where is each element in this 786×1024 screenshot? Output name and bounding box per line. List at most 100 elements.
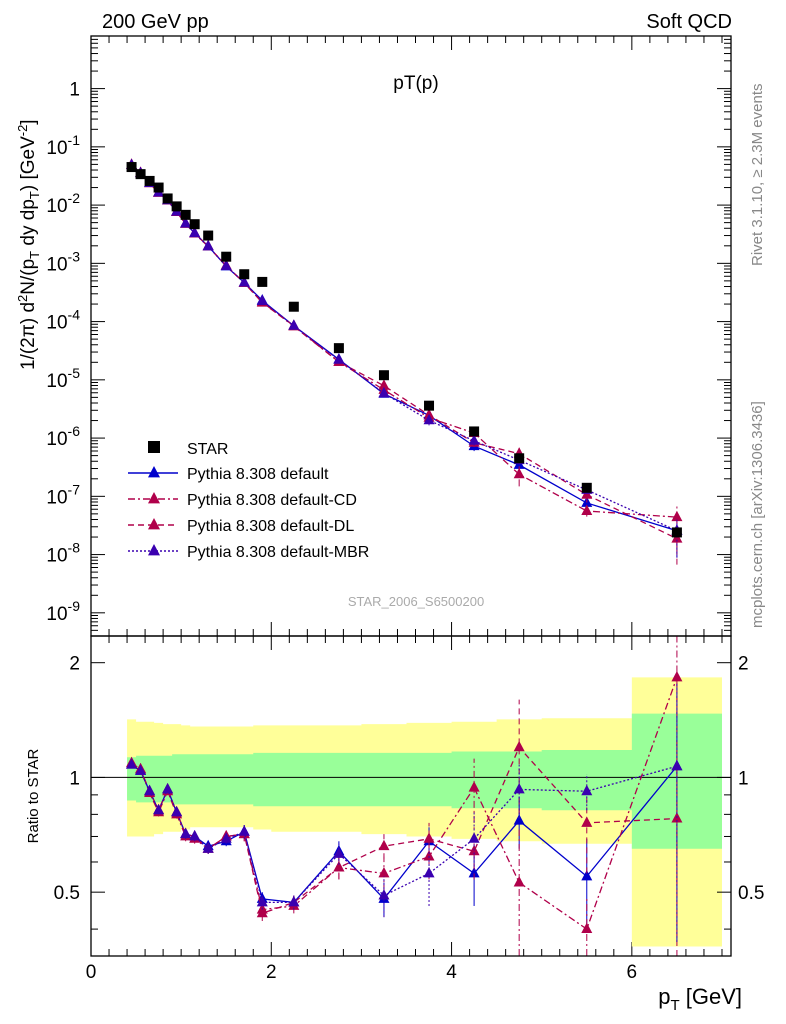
main-y-tick-label: 10-1 <box>46 132 80 159</box>
main-y-axis-label: 1/(2π) d2N/(pT dy dpT) [GeV-2] <box>15 119 42 370</box>
ratio-series-marker <box>423 832 435 843</box>
mcplots-label: mcplots.cern.ch [arXiv:1306.3436] <box>749 401 766 628</box>
ratio-series-marker <box>513 876 525 887</box>
ratio-series-marker <box>202 842 214 853</box>
ratio-series-marker <box>180 827 192 839</box>
ratio-series-marker <box>238 825 250 836</box>
ratio-series-marker <box>378 889 390 900</box>
main-y-tick-label: 10-8 <box>46 540 80 567</box>
main-series-marker <box>671 510 683 522</box>
main-series-marker <box>378 386 390 398</box>
x-tick-label: 6 <box>627 962 638 983</box>
main-y-tick-label: 10-7 <box>46 481 80 508</box>
star-data-marker <box>221 251 232 262</box>
ratio-series-marker <box>513 783 525 794</box>
ratio-series-marker <box>220 832 232 843</box>
ratio-y-tick-label-right: 1 <box>738 768 749 789</box>
ratio-frame <box>90 635 732 957</box>
main-y-tick-label: 10-9 <box>46 598 80 625</box>
star-data-marker <box>333 343 344 354</box>
main-series-marker <box>333 353 345 364</box>
main-series-marker <box>256 294 268 305</box>
legend-series-label: Pythia 8.308 default <box>187 466 329 483</box>
rivet-label: Rivet 3.1.10, ≥ 2.3M events <box>749 84 766 267</box>
main-series-line <box>131 164 677 518</box>
ratio-series-marker <box>256 895 268 907</box>
star-data-marker <box>144 175 155 186</box>
analysis-watermark: STAR_2006_S6500200 <box>348 594 484 609</box>
main-y-tick-label: 10-4 <box>46 307 80 334</box>
ratio-series-mbr <box>126 682 683 943</box>
star-data-marker <box>581 482 592 493</box>
ratio-series-marker <box>468 832 480 843</box>
main-series-marker <box>513 467 525 479</box>
x-tick-label: 4 <box>446 962 457 983</box>
ratio-series-marker <box>378 866 390 878</box>
star-data-marker <box>180 209 191 220</box>
star-data-marker <box>189 219 200 230</box>
ratio-y-tick-label-right: 2 <box>738 654 749 675</box>
ratio-series-marker <box>581 869 593 881</box>
ratio-series-marker <box>144 784 156 796</box>
ratio-series-marker <box>671 670 683 682</box>
star-data-marker <box>153 182 164 193</box>
star-data-marker <box>469 426 480 437</box>
star-data-marker <box>257 276 268 287</box>
main-series-marker <box>238 276 250 287</box>
ratio-y-axis-label: Ratio to STAR <box>25 748 42 843</box>
legend-marker <box>148 517 160 530</box>
ratio-series-marker <box>256 906 268 918</box>
ratio-series-marker <box>423 866 435 878</box>
ratio-series-marker <box>135 764 147 775</box>
legend-series-label: Pythia 8.308 default-CD <box>187 492 357 509</box>
star-data-marker <box>162 193 173 204</box>
main-series-marker <box>581 504 593 515</box>
star-data-marker <box>135 169 146 180</box>
ratio-series-marker <box>333 847 345 858</box>
star-data-marker <box>378 370 389 381</box>
ratio-series-marker <box>581 816 593 827</box>
star-data-marker <box>424 400 435 411</box>
main-series-marker <box>189 226 201 238</box>
x-axis-label: pT [GeV] <box>658 984 742 1014</box>
legend-series-label: Pythia 8.308 default-MBR <box>187 544 369 561</box>
ratio-series-marker <box>162 783 174 794</box>
star-data-marker <box>203 230 214 241</box>
main-series-marker <box>423 413 435 425</box>
main-y-tick-label: 10-5 <box>46 365 80 392</box>
x-tick-label: 0 <box>86 962 97 983</box>
main-y-tick-label: 10-3 <box>46 248 80 275</box>
main-series-marker <box>378 379 390 390</box>
header-category-label: Soft QCD <box>646 11 732 33</box>
ratio-series-marker <box>581 922 593 934</box>
main-y-tick-label: 10-2 <box>46 190 80 217</box>
main-series-marker <box>468 434 480 445</box>
ratio-series-marker <box>333 861 345 872</box>
legend-marker <box>148 465 160 478</box>
ratio-series-marker <box>468 781 480 792</box>
ratio-y-tick-label-left: 1 <box>69 768 80 789</box>
star-data-marker <box>288 301 299 312</box>
ratio-series-marker <box>581 784 593 796</box>
star-data-marker <box>671 527 682 538</box>
main-series-cd <box>126 158 683 549</box>
legend-marker <box>148 543 160 556</box>
main-y-tick-label: 1 <box>69 80 80 101</box>
x-tick-label: 2 <box>266 962 277 983</box>
ratio-series-marker <box>171 805 183 817</box>
ratio-series-marker <box>468 866 480 878</box>
legend-star-label: STAR <box>187 441 228 458</box>
header-energy-label: 200 GeV pp <box>102 11 209 33</box>
legend-series-label: Pythia 8.308 default-DL <box>187 518 354 535</box>
main-series-marker <box>220 259 232 271</box>
ratio-series-marker <box>189 830 201 841</box>
star-data-marker <box>239 269 250 280</box>
main-panel: pT(p) STAR_2006_S6500200 10-9 10-8 10-7 10-… <box>46 35 732 983</box>
legend-marker <box>148 491 160 504</box>
legend-star-marker <box>148 441 160 453</box>
ratio-series-marker <box>513 814 525 825</box>
ratio-series-marker <box>378 839 390 851</box>
ratio-band-outer <box>127 677 722 947</box>
ratio-y-tick-label-left: 2 <box>69 654 80 675</box>
